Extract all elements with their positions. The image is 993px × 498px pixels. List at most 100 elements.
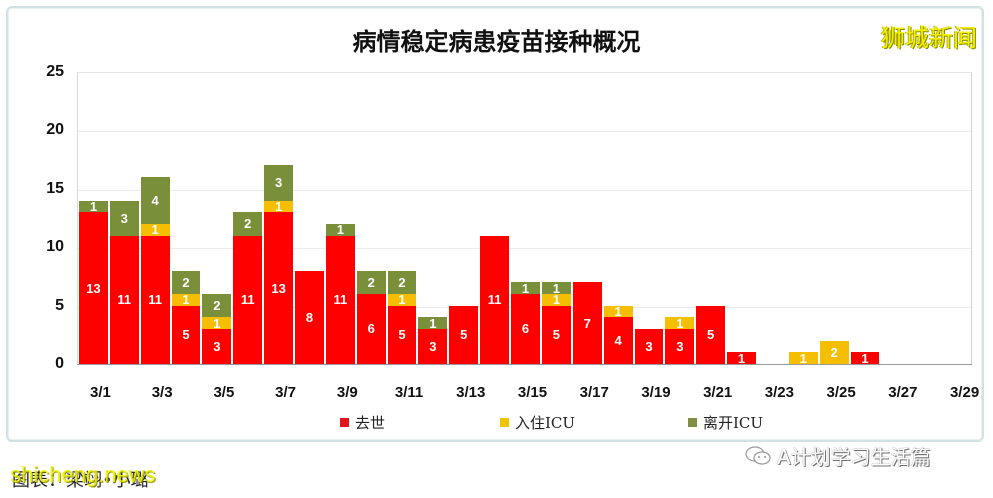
- bar-segment: 1: [387, 293, 417, 306]
- bar-segment: 1: [140, 223, 170, 236]
- legend-item-icu-admitted: 入住ICU: [500, 412, 575, 433]
- x-tick-label: 3/21: [703, 384, 733, 401]
- bar-3-6: 11 2: [233, 212, 263, 364]
- bar-segment: 1: [788, 352, 818, 364]
- bar-segment: 3: [418, 328, 448, 364]
- bar-segment: 2: [233, 212, 263, 236]
- legend-swatch-red-icon: [340, 418, 349, 427]
- bar-segment: 1: [665, 317, 695, 329]
- bar-segment: 11: [480, 235, 510, 364]
- bar-segment: 5: [541, 305, 571, 364]
- y-tick-label: 0: [55, 355, 64, 372]
- bar-segment: 11: [109, 235, 139, 364]
- legend-label: 离开ICU: [703, 414, 764, 432]
- bar-segment: 2: [171, 270, 201, 294]
- bar-3-24: 1: [788, 352, 818, 364]
- bar-3-17: 7: [572, 282, 602, 364]
- legend-item-deaths: 去世: [340, 412, 385, 433]
- bar-3-8: 8: [295, 270, 324, 364]
- bar-3-2: 11 3: [109, 200, 139, 364]
- bar-segment: 1: [541, 293, 571, 306]
- y-tick-label: 5: [55, 296, 64, 314]
- bar-segment: 3: [634, 328, 664, 364]
- bar-segment: 6: [356, 293, 386, 364]
- brand-watermark: 狮城新闻: [881, 24, 977, 52]
- plot-area: 13 1 11 3 11 1 4 5 1 2 3 1 2 11 2 13 1 3 8 11 1 6 2 5 1 2 3 1 5 11 6 1 5…: [77, 72, 972, 364]
- bar-segment: 3: [202, 328, 232, 364]
- bar-segment: 11: [325, 235, 355, 364]
- bar-segment: 2: [819, 340, 849, 364]
- bar-segment: 11: [233, 235, 263, 364]
- gridline: [78, 248, 971, 250]
- x-tick-label: 3/1: [89, 384, 111, 401]
- bar-segment: 1: [418, 317, 448, 329]
- bar-segment: 5: [171, 305, 201, 364]
- bar-3-14: 11: [480, 235, 510, 364]
- bar-segment: 2: [356, 270, 386, 294]
- gridline: [78, 189, 971, 191]
- bar-3-21: 5: [696, 305, 726, 364]
- bar-segment: 3: [109, 200, 139, 236]
- legend-label: 去世: [355, 414, 386, 432]
- bar-3-9: 11 1: [325, 223, 355, 364]
- bar-segment: 1: [202, 317, 232, 329]
- legend-item-icu-discharged: 离开ICU: [688, 412, 763, 433]
- bar-3-26: 1: [850, 352, 880, 364]
- bar-segment: 1: [511, 282, 540, 294]
- bar-segment: 13: [264, 212, 294, 364]
- bar-segment: 1: [325, 223, 355, 236]
- x-tick-label: 3/11: [394, 384, 424, 401]
- x-tick-label: 3/17: [579, 384, 609, 401]
- bar-segment: 3: [665, 328, 695, 364]
- bar-segment: 1: [541, 282, 571, 294]
- y-tick-label: 20: [46, 121, 64, 139]
- legend-swatch-yellow-icon: [500, 418, 509, 427]
- legend-swatch-green-icon: [688, 418, 697, 427]
- bar-segment: 1: [603, 305, 633, 318]
- chart-title: 病情稳定病患疫苗接种概况: [352, 28, 641, 56]
- bar-segment: 4: [140, 177, 170, 224]
- x-tick-label: 3/5: [213, 384, 235, 401]
- y-tick-label: 25: [46, 63, 64, 80]
- x-tick-label: 3/7: [275, 384, 297, 401]
- wechat-account-name: A计划学习生活篇: [777, 445, 931, 469]
- y-tick-label: 10: [46, 238, 64, 256]
- bar-segment: 13: [79, 212, 108, 364]
- bar-segment: 4: [603, 317, 633, 364]
- x-tick-label: 3/19: [641, 384, 671, 401]
- bar-segment: 2: [202, 293, 232, 318]
- wechat-icon: [745, 445, 771, 465]
- x-tick-label: 3/13: [456, 384, 486, 401]
- chart-caption: 图表：梁翊•小璐: [12, 470, 149, 491]
- wechat-watermark: A计划学习生活篇: [745, 441, 931, 470]
- bar-3-22: 1: [727, 352, 756, 364]
- bar-segment: 5: [449, 305, 479, 364]
- bar-segment: 2: [387, 270, 417, 294]
- bar-segment: 1: [850, 352, 880, 364]
- x-tick-label: 3/9: [336, 384, 358, 401]
- site-watermark: shicheng.news: [10, 462, 156, 487]
- bar-3-1: 13 1: [79, 200, 108, 364]
- x-tick-label: 3/15: [517, 384, 548, 401]
- bar-segment: 5: [696, 305, 726, 364]
- x-tick-label: 3/27: [888, 384, 918, 401]
- bar-segment: 7: [572, 282, 602, 364]
- bar-3-13: 5: [449, 305, 479, 364]
- gridline: [78, 131, 971, 133]
- x-tick-label: 3/3: [151, 384, 173, 401]
- bar-segment: 1: [264, 200, 294, 213]
- bar-segment: 11: [140, 235, 170, 364]
- legend-label: 入住ICU: [515, 414, 576, 432]
- bar-3-19: 3: [634, 328, 664, 364]
- x-axis-line: [77, 364, 972, 365]
- bar-3-3: 11 1 4: [140, 177, 170, 364]
- bar-segment: 6: [511, 293, 540, 364]
